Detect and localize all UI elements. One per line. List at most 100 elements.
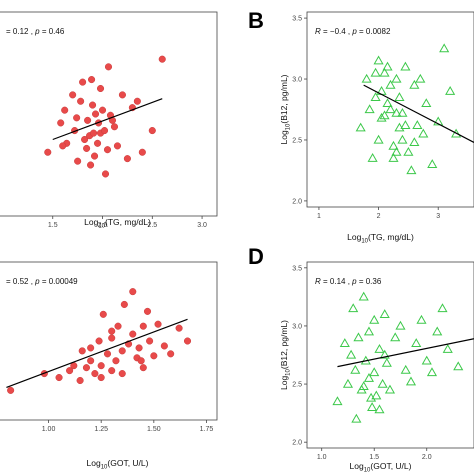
data-point [99, 310, 107, 318]
data-point [108, 327, 116, 335]
x-axis-title: Log10(GOT, U/L) [87, 458, 149, 471]
data-point [395, 320, 406, 330]
data-point [74, 157, 82, 165]
data-point [78, 347, 86, 355]
data-point [98, 106, 107, 114]
plot-frame [306, 261, 474, 449]
data-point [137, 357, 145, 365]
data-point [369, 367, 380, 377]
data-point [367, 153, 378, 162]
data-point [88, 76, 96, 84]
regression-line [52, 98, 163, 141]
data-point [379, 309, 390, 318]
data-point [97, 362, 105, 370]
data-point [381, 357, 392, 367]
data-point [87, 161, 95, 169]
x-tick-label: 1 [317, 213, 321, 220]
data-point [91, 370, 99, 378]
data-point [348, 303, 359, 313]
data-point [385, 79, 396, 89]
y-tick-label: 3.0 [292, 323, 302, 330]
regression-line [6, 318, 188, 388]
data-point [7, 386, 15, 394]
data-point [384, 384, 396, 394]
data-point [69, 91, 77, 99]
data-point [353, 332, 364, 342]
data-point [87, 344, 95, 352]
data-point [129, 288, 137, 296]
data-point [133, 97, 141, 105]
data-point [110, 123, 119, 131]
data-point [93, 139, 102, 147]
data-point [103, 146, 112, 154]
data-point [409, 79, 420, 89]
data-point [405, 376, 417, 386]
data-point [358, 381, 369, 391]
data-point [382, 98, 393, 108]
data-point [426, 367, 438, 377]
data-point [73, 114, 81, 122]
data-point [154, 320, 162, 328]
stat-label: = 0.52 , p = 0.00049 [6, 277, 78, 286]
data-point [374, 343, 385, 353]
data-point [350, 364, 361, 374]
data-point [421, 98, 432, 108]
data-point [433, 116, 444, 126]
data-point [118, 91, 126, 99]
data-point [175, 324, 183, 332]
points [355, 43, 474, 175]
data-point [451, 128, 462, 138]
data-point [120, 300, 128, 309]
data-point [113, 142, 122, 150]
data-point [385, 104, 396, 114]
data-point [138, 148, 146, 156]
data-point [167, 350, 175, 358]
data-point [112, 357, 120, 365]
y-tick-label: 3.0 [292, 77, 302, 84]
regression-line [363, 84, 474, 143]
data-point [382, 61, 393, 71]
data-point [400, 120, 411, 129]
data-point [379, 67, 390, 77]
data-point [388, 140, 399, 150]
x-axis-title: Log10(GOT, U/L) [350, 461, 412, 474]
data-point [108, 367, 116, 375]
x-tick-label: 2 [377, 213, 381, 220]
data-point [103, 350, 112, 358]
data-point [432, 326, 443, 336]
data-point [84, 116, 92, 124]
x-tick-label: 2.0 [98, 222, 108, 229]
data-point [427, 159, 438, 168]
data-point [373, 55, 384, 65]
data-point [437, 303, 448, 313]
data-point [108, 334, 116, 342]
data-point [66, 367, 74, 375]
panel-b: B R = −0.4 , p = 0.0082 1 2 3 2.0 2.5 3.0 3.5 Log… [248, 8, 474, 245]
y-tick-label: 3.5 [292, 16, 302, 23]
data-point [418, 128, 429, 138]
data-point [406, 165, 417, 175]
x-tick-label: 1.75 [200, 426, 214, 433]
data-point [373, 134, 384, 144]
x-tick-label: 1.5 [48, 222, 58, 229]
data-point [391, 146, 402, 156]
data-point [82, 364, 90, 372]
data-point [129, 330, 137, 338]
data-point [358, 291, 369, 301]
data-point [339, 338, 350, 348]
y-axis-title: Log10(B12, pg/mL) [279, 74, 292, 144]
panel-letter: D [248, 244, 264, 269]
points [6, 288, 192, 394]
data-point [415, 73, 426, 83]
points [44, 55, 166, 178]
data-point [150, 352, 158, 360]
x-axis-title: Log10(TG, mg/dL) [347, 232, 414, 245]
x-tick-label: 1.50 [147, 426, 161, 433]
data-point [439, 43, 450, 53]
data-point [400, 364, 411, 374]
x-tick-label: 1.25 [94, 426, 108, 433]
data-point [97, 373, 105, 382]
data-point [397, 107, 408, 117]
data-point [79, 78, 87, 86]
